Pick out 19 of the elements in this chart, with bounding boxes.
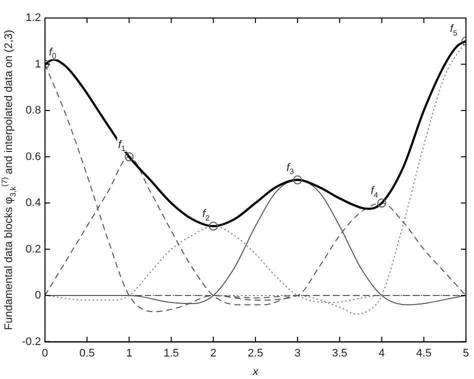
x-tick-label: 2.5 [248,347,264,360]
x-axis-title: x [252,366,259,378]
y-tick-label: 0.8 [26,104,41,117]
y-tick-label: 0.6 [26,150,41,163]
y-tick-label: 0.4 [26,197,41,210]
y-tick-label: 0 [34,290,41,302]
x-tick-label: 0.5 [79,347,95,360]
x-tick-label: 4.5 [416,347,432,360]
x-tick-label: 3.5 [332,347,348,360]
x-tick-label: 3 [294,347,301,360]
x-tick-label: 5 [462,347,470,360]
x-tick-label: 1 [126,347,132,360]
y-tick-label: 0.2 [26,243,41,256]
y-tick-label: -0.2 [22,336,41,348]
x-tick-label: 1.5 [164,347,179,360]
x-tick-label: 4 [378,347,385,360]
x-tick-label: 2 [210,347,216,360]
y-tick-label: 1.2 [26,12,41,24]
y-tick-label: 1 [34,58,41,70]
